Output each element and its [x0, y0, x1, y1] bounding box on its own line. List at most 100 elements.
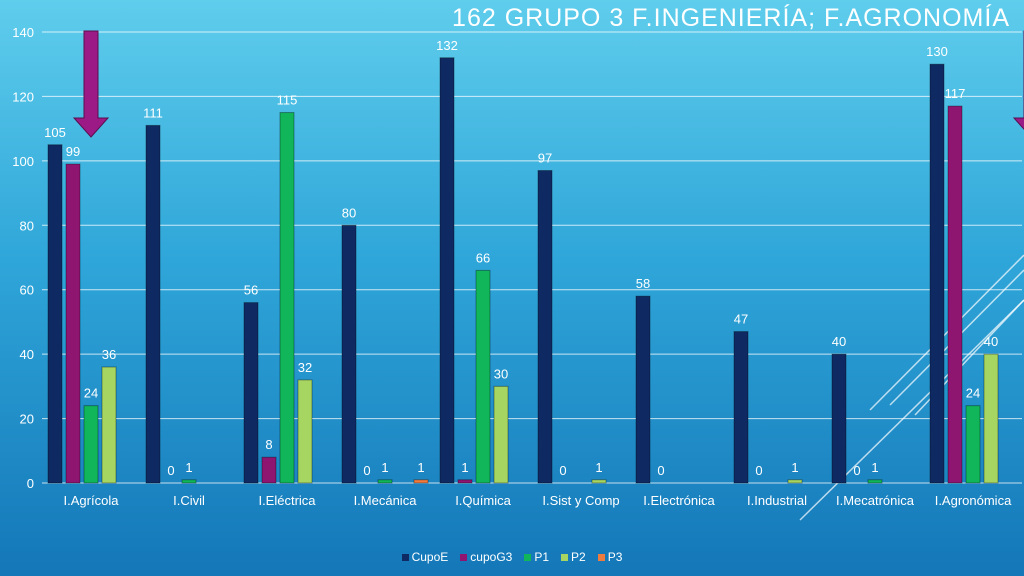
legend-item: P1 [524, 550, 549, 564]
bar [929, 63, 945, 484]
data-label: 117 [945, 86, 966, 101]
data-label: 58 [636, 276, 650, 291]
data-label: 1 [595, 460, 602, 475]
bar [787, 479, 803, 484]
series-cupoG3 [65, 105, 963, 484]
bar [377, 479, 393, 484]
bar [733, 331, 749, 484]
bar [635, 295, 651, 484]
data-label: 1 [381, 460, 388, 475]
bar [439, 57, 455, 484]
bar [831, 353, 847, 484]
chart-title: 162 GRUPO 3 F.INGENIERÍA; F.AGRONOMÍA [452, 4, 1010, 32]
y-tick-label: 20 [20, 412, 34, 427]
y-tick-label: 140 [12, 25, 34, 40]
data-label: 97 [538, 151, 552, 166]
y-tick-label: 60 [20, 283, 34, 298]
legend-item: P3 [597, 550, 623, 564]
series-P1 [83, 112, 981, 484]
legend-label: P3 [607, 550, 623, 564]
data-label: 24 [966, 386, 980, 401]
data-label: 0 [657, 463, 664, 478]
legend-label: CupoE [411, 550, 449, 564]
legend-label: P2 [571, 550, 586, 564]
data-label: 1 [185, 460, 192, 475]
legend-swatch [524, 553, 532, 561]
x-tick-label: I.Agronómica [935, 493, 1012, 508]
x-tick-label: I.Mecánica [354, 493, 418, 508]
legend-item: P2 [561, 550, 586, 564]
bar [947, 105, 963, 484]
data-label: 36 [102, 347, 116, 362]
legend-label: P1 [534, 550, 550, 564]
data-label: 111 [143, 105, 163, 120]
chart-legend: CupoE cupoG3 P1 P2 P3 [0, 550, 1024, 564]
y-tick-label: 80 [20, 218, 34, 233]
series-CupoE [47, 57, 945, 484]
bar [537, 170, 553, 484]
data-label: 0 [755, 463, 762, 478]
bar [47, 144, 63, 484]
data-label: 0 [853, 463, 860, 478]
data-label: 132 [436, 38, 458, 53]
y-tick-label: 0 [27, 476, 34, 491]
bar [181, 479, 197, 484]
bar [65, 163, 81, 484]
legend-swatch [561, 553, 569, 561]
legend-swatch [460, 553, 468, 561]
arrow-down-icon [1012, 30, 1024, 130]
arrow-down-icon [72, 30, 110, 138]
bar [297, 379, 313, 484]
data-label: 56 [244, 283, 258, 298]
bar [591, 479, 607, 484]
legend-swatch [401, 553, 409, 561]
data-label: 0 [167, 463, 174, 478]
bar [413, 479, 429, 484]
bar [493, 385, 509, 484]
legend-item: cupoG3 [460, 550, 512, 564]
data-label: 130 [926, 44, 948, 59]
x-tick-label: I.Sist y Comp [542, 493, 619, 508]
x-tick-label: I.Química [455, 493, 511, 508]
data-label: 40 [832, 334, 846, 349]
y-tick-label: 120 [12, 89, 34, 104]
bar [243, 302, 259, 484]
series-P3 [413, 479, 429, 484]
bar [341, 224, 357, 484]
data-label: 80 [342, 205, 356, 220]
bar [983, 353, 999, 484]
data-label: 105 [44, 125, 66, 140]
data-label: 99 [66, 144, 80, 159]
legend-item: CupoE [401, 550, 449, 564]
data-label: 66 [476, 250, 490, 265]
data-label: 1 [871, 460, 878, 475]
data-label: 24 [84, 386, 98, 401]
x-tick-label: I.Eléctrica [258, 493, 316, 508]
y-tick-label: 100 [12, 154, 34, 169]
bar [475, 269, 491, 484]
x-tick-label: I.Mecatrónica [836, 493, 915, 508]
bar [145, 124, 161, 484]
bar [83, 405, 99, 484]
data-label: 0 [363, 463, 370, 478]
data-label: 1 [417, 460, 424, 475]
data-label: 1 [461, 460, 468, 475]
data-label: 1 [791, 460, 798, 475]
bar [965, 405, 981, 484]
x-tick-label: I.Electrónica [643, 493, 715, 508]
series-P2 [101, 353, 999, 484]
bar [867, 479, 883, 484]
bar [457, 479, 473, 484]
x-tick-label: I.Agrícola [64, 493, 120, 508]
data-label: 8 [265, 437, 272, 452]
bar [261, 456, 277, 484]
data-label: 30 [494, 366, 508, 381]
legend-swatch [597, 553, 605, 561]
x-tick-label: I.Industrial [747, 493, 807, 508]
data-label: 40 [984, 334, 998, 349]
bar [101, 366, 117, 484]
data-label: 32 [298, 360, 312, 375]
data-label: 47 [734, 312, 748, 327]
bar [279, 112, 295, 484]
